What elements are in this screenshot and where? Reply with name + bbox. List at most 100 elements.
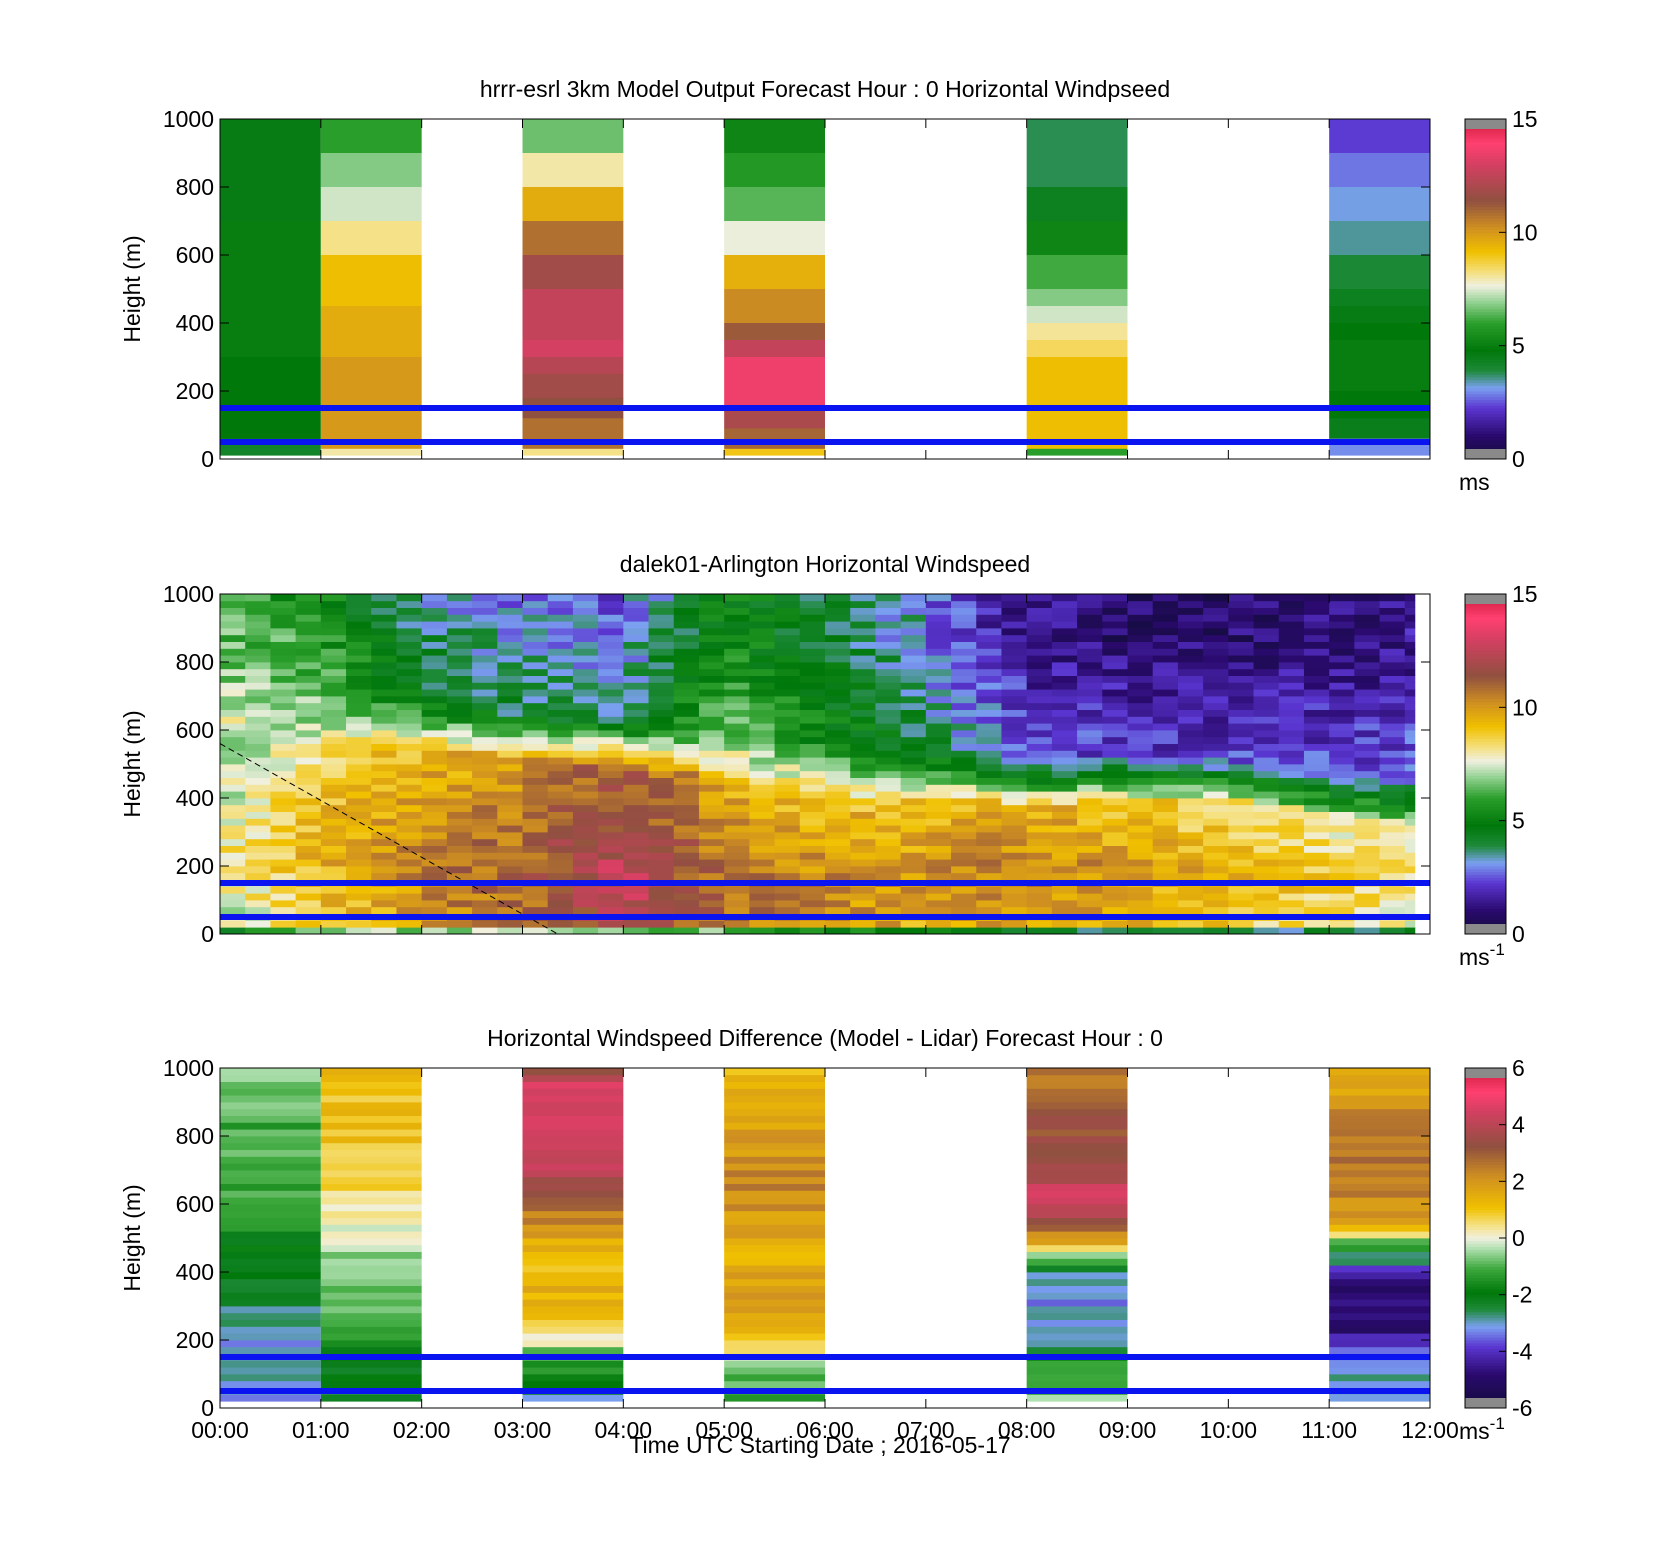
- heatmap-cell: [875, 920, 902, 928]
- heatmap-cell: [825, 832, 851, 840]
- heatmap-cell: [1102, 852, 1128, 860]
- heatmap-cell: [547, 920, 574, 928]
- heatmap-cell: [976, 791, 1002, 799]
- heatmap-cell: [1329, 682, 1355, 690]
- heatmap-cell: [1203, 648, 1229, 656]
- heatmap-cell: [320, 811, 347, 819]
- heatmap-cell: [648, 791, 675, 799]
- heatmap-cell: [1026, 1210, 1128, 1218]
- heatmap-cell: [724, 621, 750, 629]
- heatmap-cell: [1051, 798, 1078, 806]
- heatmap-cell: [396, 655, 423, 663]
- heatmap-cell: [1203, 682, 1229, 690]
- y-tick-label: 600: [176, 717, 214, 743]
- heatmap-cell: [371, 866, 397, 874]
- colorbar-segment: [1465, 919, 1506, 924]
- heatmap-cell: [1379, 770, 1406, 778]
- heatmap-cell: [900, 832, 927, 840]
- heatmap-cell: [724, 1163, 825, 1171]
- heatmap-cell: [396, 702, 423, 710]
- heatmap-cell: [270, 770, 297, 778]
- heatmap-cell: [472, 600, 498, 608]
- heatmap-cell: [925, 696, 952, 704]
- heatmap-cell: [1127, 723, 1154, 731]
- heatmap-cell: [497, 900, 523, 908]
- heatmap-cell: [724, 221, 825, 256]
- heatmap-cell: [900, 920, 927, 928]
- heatmap-cell: [1253, 655, 1280, 663]
- heatmap-cell: [673, 818, 700, 826]
- heatmap-cell: [1051, 628, 1078, 636]
- heatmap-cell: [1404, 628, 1416, 636]
- heatmap-cell: [825, 811, 851, 819]
- heatmap-cell: [1228, 770, 1254, 778]
- heatmap-cell: [875, 736, 902, 744]
- heatmap-cell: [925, 614, 952, 622]
- colorbar-segment: [1465, 354, 1506, 358]
- colorbar-segment: [1465, 752, 1506, 756]
- heatmap-cell: [925, 675, 952, 683]
- heatmap-cell: [698, 825, 725, 833]
- heatmap-cell: [270, 668, 297, 676]
- heatmap-cell: [925, 662, 952, 670]
- heatmap-cell: [1329, 119, 1430, 154]
- heatmap-cell: [1203, 621, 1229, 629]
- heatmap-cell: [522, 628, 549, 636]
- heatmap-cell: [220, 1081, 321, 1089]
- heatmap-cell: [220, 920, 246, 928]
- heatmap-cell: [1026, 906, 1053, 914]
- colorbar-segment: [1465, 1121, 1506, 1126]
- heatmap-cell: [900, 845, 927, 853]
- heatmap-cell: [1203, 770, 1229, 778]
- heatmap-cell: [825, 736, 851, 744]
- heatmap-cell: [900, 784, 927, 792]
- heatmap-cell: [421, 777, 448, 785]
- heatmap-cell: [1404, 594, 1416, 602]
- heatmap-cell: [320, 757, 347, 765]
- heatmap-cell: [598, 621, 624, 629]
- heatmap-cell: [1102, 920, 1128, 928]
- heatmap-cell: [1077, 838, 1103, 846]
- colorbar-segment: [1465, 1306, 1506, 1310]
- colorbar-segment: [1465, 636, 1506, 640]
- colorbar-segment: [1465, 274, 1506, 279]
- heatmap-cell: [673, 668, 700, 676]
- heatmap-cell: [1404, 750, 1416, 758]
- heatmap-cell: [1303, 852, 1330, 860]
- heatmap-cell: [799, 838, 826, 846]
- heatmap-cell: [1177, 927, 1204, 935]
- heatmap-cell: [1354, 852, 1380, 860]
- heatmap-cell: [446, 852, 473, 860]
- heatmap-cell: [472, 764, 498, 772]
- heatmap-cell: [875, 811, 902, 819]
- heatmap-cell: [1329, 1142, 1430, 1150]
- heatmap-cell: [1404, 893, 1416, 901]
- heatmap-cell: [724, 1068, 825, 1076]
- heatmap-cell: [698, 614, 725, 622]
- heatmap-cell: [1404, 872, 1416, 880]
- heatmap-cell: [724, 886, 750, 894]
- heatmap-cell: [1329, 1197, 1430, 1205]
- heatmap-cell: [1127, 784, 1154, 792]
- heatmap-cell: [598, 791, 624, 799]
- heatmap-cell: [245, 832, 271, 840]
- heatmap-cell: [799, 872, 826, 880]
- colorbar-segment: [1465, 277, 1506, 281]
- heatmap-cell: [572, 811, 599, 819]
- heatmap-cell: [1303, 641, 1330, 649]
- heatmap-cell: [1026, 1142, 1128, 1150]
- heatmap-cell: [497, 600, 523, 608]
- heatmap-cell: [749, 818, 775, 826]
- heatmap-cell: [497, 798, 523, 806]
- heatmap-cell: [446, 784, 473, 792]
- heatmap-cell: [522, 1394, 624, 1402]
- heatmap-cell: [875, 927, 902, 935]
- heatmap-cell: [446, 818, 473, 826]
- heatmap-cell: [976, 682, 1002, 690]
- colorbar-segment: [1465, 1379, 1506, 1383]
- heatmap-cell: [875, 723, 902, 731]
- heatmap-cell: [220, 852, 246, 860]
- heatmap-cell: [220, 1340, 321, 1348]
- heatmap-cell: [497, 777, 523, 785]
- heatmap-cell: [774, 607, 801, 615]
